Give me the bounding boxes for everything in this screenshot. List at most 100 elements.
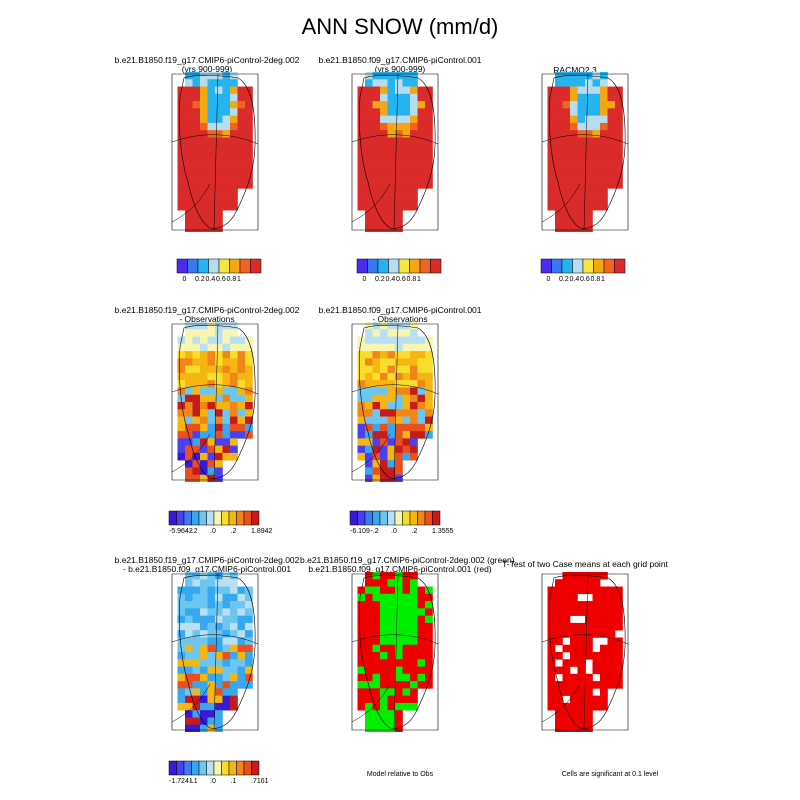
grid-cell (207, 460, 216, 468)
grid-cell (357, 593, 366, 602)
grid-cell (615, 144, 623, 153)
grid-cell (577, 630, 586, 638)
grid-cell (600, 666, 608, 675)
grid-cell (570, 637, 578, 646)
grid-cell (215, 343, 223, 352)
grid-cell (380, 173, 388, 182)
grid-cell (200, 445, 208, 454)
grid-cell (192, 431, 201, 439)
grid-cell (380, 224, 388, 232)
grid-cell (357, 195, 366, 204)
grid-cell (592, 608, 601, 616)
grid-cell (570, 137, 578, 146)
grid-cell (185, 586, 193, 595)
grid-cell (207, 122, 216, 131)
grid-cell (177, 166, 186, 175)
grid-cell (410, 695, 418, 704)
grid-cell (245, 402, 253, 410)
grid-cell (380, 188, 388, 196)
grid-cell (215, 601, 223, 609)
grid-cell (207, 358, 216, 366)
grid-cell (387, 652, 396, 660)
colorbar-r2-1: -5.9642 -.2.0.2 1.8942 (168, 510, 272, 535)
grid-cell (357, 159, 366, 167)
grid-cell (185, 409, 193, 417)
grid-cell (245, 380, 253, 388)
grid-cell (230, 387, 238, 396)
grid-cell (185, 474, 193, 482)
grid-cell (410, 438, 418, 446)
grid-cell (555, 130, 563, 138)
grid-cell (380, 195, 388, 204)
grid-cell (425, 130, 433, 138)
grid-cell (237, 173, 246, 182)
grid-cell (200, 166, 208, 175)
coastline (178, 75, 256, 229)
grid-cell (410, 452, 418, 461)
colorbar-box (430, 258, 442, 274)
colorbar-box (582, 258, 594, 274)
grid-cell (200, 622, 208, 631)
grid-cell (192, 637, 201, 646)
panel-title-r3-1: b.e21.B1850.f19_g17.CMIP6-piControl-2deg… (114, 555, 300, 574)
grid-cell (380, 593, 388, 602)
grid-cell (592, 159, 601, 167)
grid-cell (600, 130, 608, 138)
grid-cell (237, 343, 246, 352)
grid-cell (192, 710, 201, 718)
grid-cell (365, 445, 373, 454)
grid-cell (177, 115, 186, 124)
grid-cell (387, 394, 396, 403)
grid-cell (207, 659, 216, 667)
grid-cell (417, 343, 426, 352)
grid-cell (200, 409, 208, 417)
grid-cell (372, 474, 381, 482)
grid-cell (585, 615, 593, 624)
grid-cell (402, 579, 411, 587)
grid-cell (357, 409, 366, 417)
grid-cell (222, 702, 231, 711)
note-significance: Cells are significant at 0.1 level (561, 771, 659, 778)
grid-cell (185, 358, 193, 366)
grid-cell (410, 115, 418, 124)
grid-cell (570, 717, 578, 726)
colorbar-label: 1 (601, 276, 605, 283)
grid-cell (372, 130, 381, 138)
grid-cell (380, 394, 388, 403)
grid-cell (215, 467, 223, 476)
grid-cell (607, 622, 616, 631)
grid-cell (387, 173, 396, 182)
grid-cell (600, 644, 608, 653)
colorbar-box (251, 510, 260, 526)
grid-cell (410, 130, 418, 138)
grid-cell (425, 122, 433, 131)
grid-cell (230, 615, 238, 624)
grid-cell (387, 322, 396, 330)
grid-cell (200, 387, 208, 396)
grid-cell (207, 710, 216, 718)
grid-cell (600, 695, 608, 704)
grid-cell (365, 423, 373, 432)
grid-cell (372, 452, 381, 461)
grid-cell (562, 79, 571, 87)
grid-cell (387, 615, 396, 624)
grid-cell (380, 579, 388, 587)
colorbar-r1-2: 0 0.2 0.4 0.6 0.8 1 (356, 258, 442, 283)
grid-cell (592, 152, 601, 160)
grid-cell (607, 101, 616, 109)
grid-cell (222, 402, 231, 410)
colorbar-label: 0.2 (559, 276, 569, 283)
grid-cell (177, 365, 186, 374)
grid-cell (607, 93, 616, 102)
grid-cell (372, 644, 381, 653)
grid-cell (417, 431, 426, 439)
grid-cell (615, 593, 623, 602)
map-frame (171, 323, 259, 481)
grid-cell (215, 688, 223, 696)
colorbar-box (243, 510, 252, 526)
grid-cell (410, 108, 418, 116)
grid-cell (410, 79, 418, 87)
grid-cell (547, 615, 556, 624)
grid-cell (395, 431, 403, 439)
grid-cell (200, 159, 208, 167)
